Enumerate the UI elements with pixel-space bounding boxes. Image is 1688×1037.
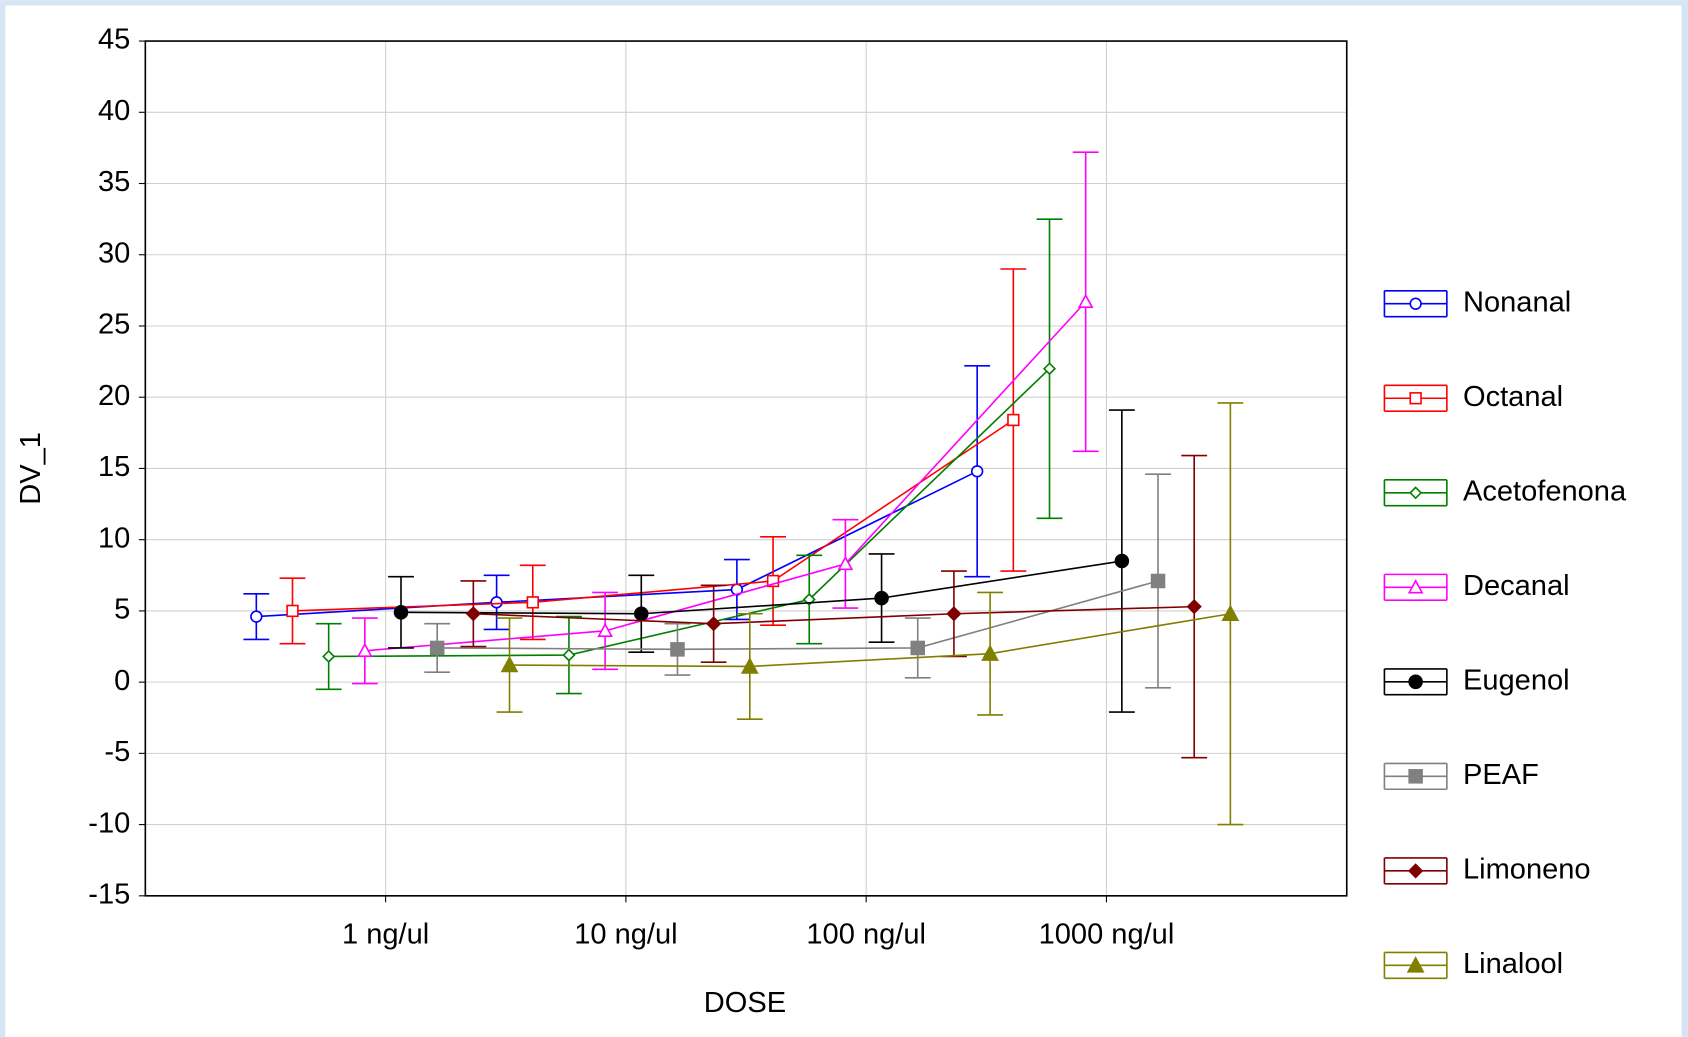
marker <box>1409 297 1422 310</box>
y-tick-label: 45 <box>98 24 130 56</box>
legend-label: Acetofenona <box>1463 475 1627 507</box>
marker <box>526 596 539 609</box>
plot-frame <box>144 40 1348 897</box>
marker <box>1007 413 1020 427</box>
marker <box>740 657 759 674</box>
legend-label: Decanal <box>1463 570 1570 602</box>
y-tick-label: 15 <box>98 451 130 483</box>
marker <box>1408 674 1423 690</box>
marker <box>597 622 613 638</box>
marker <box>562 648 576 662</box>
marker <box>970 465 984 478</box>
marker <box>946 606 962 622</box>
marker <box>706 616 722 632</box>
legend-label: Eugenol <box>1463 664 1570 696</box>
series-line <box>473 605 1195 625</box>
y-tick-label: -15 <box>88 878 130 910</box>
y-tick-label: 40 <box>98 95 130 127</box>
marker <box>357 642 373 657</box>
y-tick-label: 30 <box>98 237 130 269</box>
series-line <box>509 612 1231 668</box>
marker <box>837 555 854 571</box>
marker <box>1408 769 1423 784</box>
marker <box>1221 604 1240 622</box>
x-tick-label: 1000 ng/ul <box>1039 918 1175 950</box>
marker <box>874 590 889 606</box>
background <box>5 5 1682 1037</box>
y-tick-label: 0 <box>114 665 130 697</box>
marker <box>500 655 519 673</box>
marker <box>1150 573 1166 589</box>
marker <box>1114 553 1130 569</box>
marker <box>465 606 481 622</box>
marker <box>286 604 299 618</box>
marker <box>250 610 263 623</box>
x-tick-label: 10 ng/ul <box>574 918 677 950</box>
marker <box>1186 599 1202 615</box>
series-line <box>292 419 1014 612</box>
marker <box>1409 392 1422 405</box>
marker <box>1042 362 1057 376</box>
marker <box>1077 293 1094 308</box>
marker <box>393 605 409 620</box>
marker <box>1406 956 1425 973</box>
y-tick-label: 25 <box>98 309 130 341</box>
x-axis-label: DOSE <box>704 987 786 1019</box>
marker <box>981 644 999 661</box>
series-line <box>437 580 1159 651</box>
marker <box>670 642 685 657</box>
marker <box>429 640 445 656</box>
marker <box>634 606 649 622</box>
legend-label: Octanal <box>1463 381 1563 413</box>
y-axis-label: DV_1 <box>15 432 47 505</box>
marker <box>766 574 780 588</box>
marker <box>1409 486 1423 500</box>
series-line <box>364 301 1087 652</box>
y-tick-label: 5 <box>114 594 130 626</box>
series-line <box>328 368 1051 658</box>
marker <box>1408 863 1424 879</box>
y-tick-label: -5 <box>104 736 130 768</box>
legend-label: Linalool <box>1463 948 1563 980</box>
y-tick-label: 10 <box>98 522 130 554</box>
legend-label: PEAF <box>1463 759 1539 791</box>
marker <box>322 649 336 664</box>
y-tick-label: -10 <box>88 807 130 839</box>
marker <box>490 596 503 609</box>
y-tick-label: 20 <box>98 380 130 412</box>
y-tick-label: 35 <box>98 166 130 198</box>
marker <box>1407 579 1424 594</box>
legend-label: Nonanal <box>1463 286 1571 318</box>
legend-label: Limoneno <box>1463 854 1591 886</box>
marker <box>910 640 926 656</box>
x-tick-label: 100 ng/ul <box>806 918 926 950</box>
series-line <box>256 470 978 618</box>
series-line <box>401 560 1122 615</box>
x-tick-label: 1 ng/ul <box>342 918 429 950</box>
